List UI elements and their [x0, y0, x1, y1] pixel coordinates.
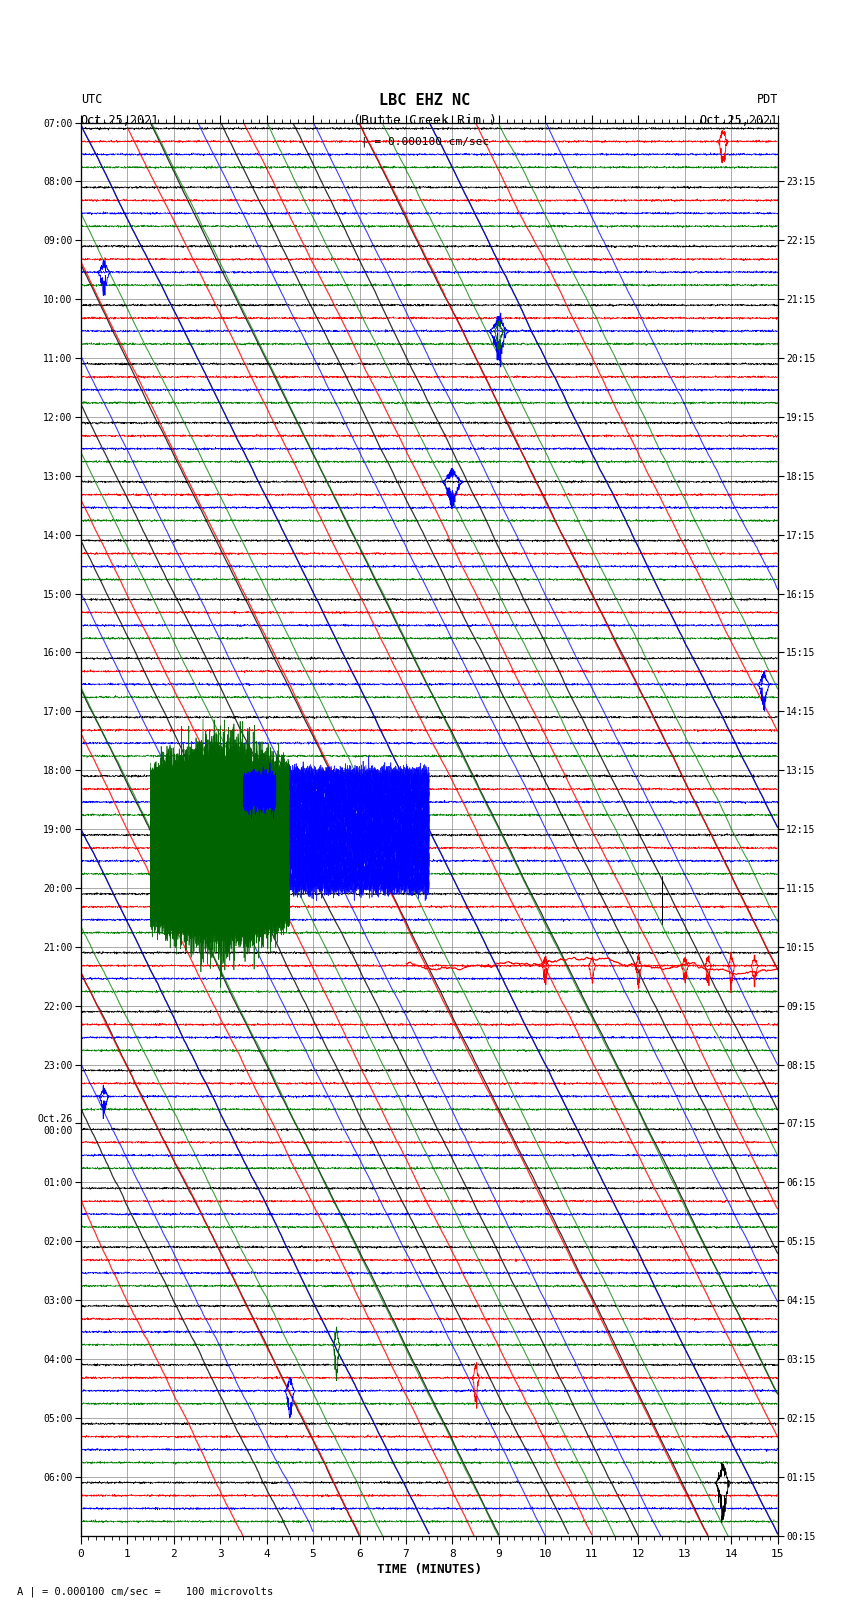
Text: PDT: PDT [756, 94, 778, 106]
Text: UTC: UTC [81, 94, 102, 106]
Text: | = 0.000100 cm/sec: | = 0.000100 cm/sec [361, 135, 489, 147]
X-axis label: TIME (MINUTES): TIME (MINUTES) [377, 1563, 482, 1576]
Text: A | = 0.000100 cm/sec =    100 microvolts: A | = 0.000100 cm/sec = 100 microvolts [17, 1587, 273, 1597]
Text: Oct.25,2021: Oct.25,2021 [81, 115, 159, 127]
Text: LBC EHZ NC: LBC EHZ NC [379, 94, 471, 108]
Text: Oct.25,2021: Oct.25,2021 [700, 115, 778, 127]
Text: (Butte Creek Rim ): (Butte Creek Rim ) [353, 115, 497, 127]
